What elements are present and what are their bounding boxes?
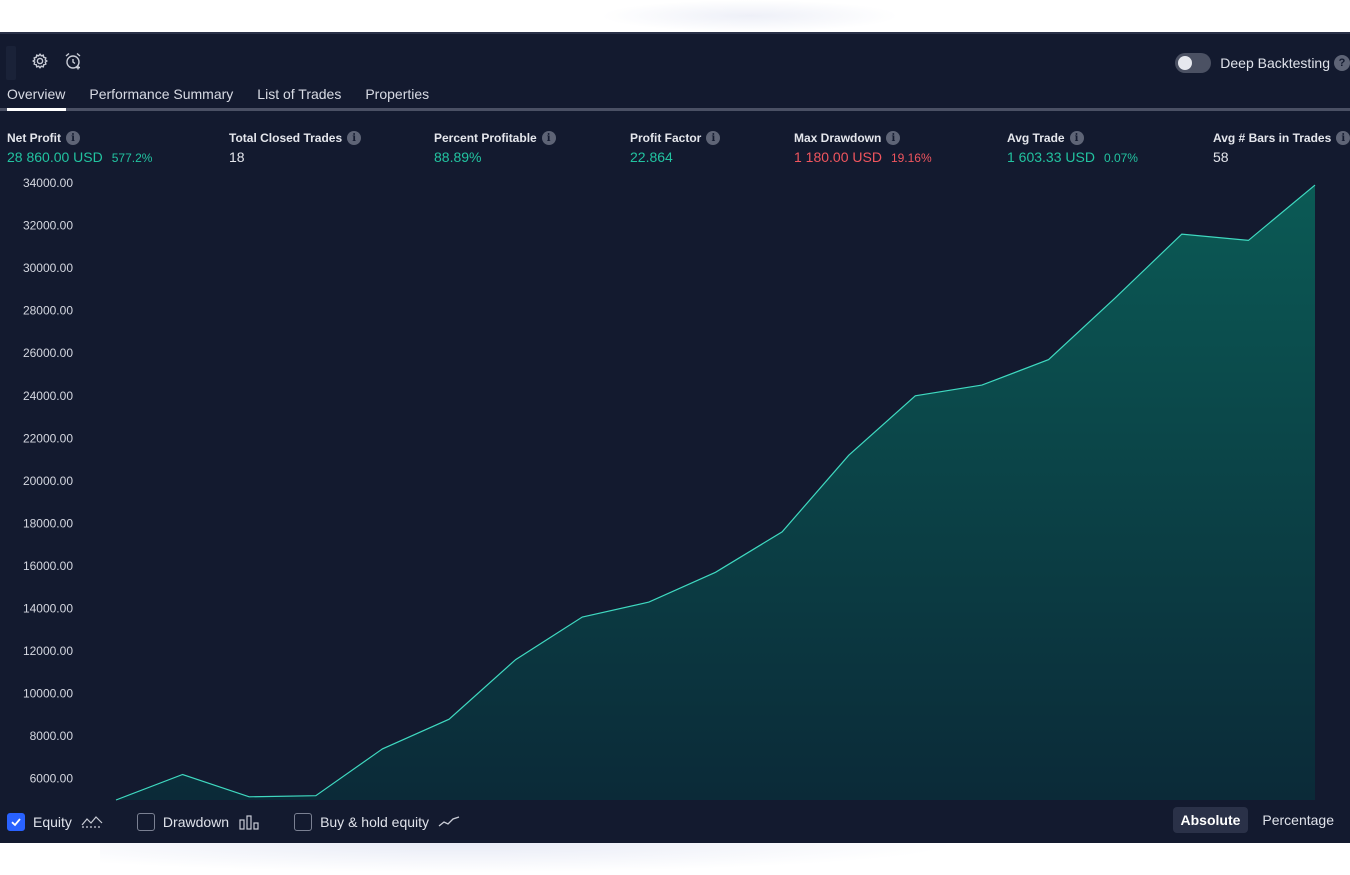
absolute-button[interactable]: Absolute xyxy=(1172,807,1249,833)
drawdown-checkbox[interactable] xyxy=(136,813,155,831)
legend-buy-hold[interactable]: Buy & hold equity xyxy=(294,813,460,831)
bar-chart-icon xyxy=(238,814,260,830)
top-backdrop xyxy=(600,0,900,32)
info-icon[interactable]: i xyxy=(1336,131,1350,145)
y-tick-label: 34000.00 xyxy=(23,176,73,190)
metric-subvalue: 19.16% xyxy=(890,151,932,165)
y-tick-label: 28000.00 xyxy=(23,304,73,318)
metric-subvalue: 0.07% xyxy=(1103,151,1138,165)
metric-label: Avg Trade xyxy=(1007,131,1065,145)
tab-list-of-trades[interactable]: List of Trades xyxy=(257,86,342,102)
percentage-button[interactable]: Percentage xyxy=(1262,812,1334,828)
tab-performance-summary[interactable]: Performance Summary xyxy=(89,86,234,102)
y-tick-label: 12000.00 xyxy=(23,644,73,658)
y-tick-label: 8000.00 xyxy=(30,729,74,743)
add-alarm-icon[interactable] xyxy=(63,51,83,71)
strategy-tester-panel: Deep Backtesting ? Overview Performance … xyxy=(0,32,1350,843)
equity-checkbox[interactable] xyxy=(7,813,25,831)
metric-value: 22.864 xyxy=(630,149,673,165)
y-tick-label: 14000.00 xyxy=(23,602,73,616)
metric-label: Avg # Bars in Trades xyxy=(1213,131,1332,145)
metric-value: 18 xyxy=(229,149,245,165)
legend-label: Buy & hold equity xyxy=(320,814,430,830)
tab-divider xyxy=(0,108,1350,111)
plot-area xyxy=(115,184,1316,801)
metric-net-profit: Net Profit i 28 860.00 USD 577.2% xyxy=(7,130,152,165)
metric-profit-factor: Profit Factor i 22.864 xyxy=(630,130,721,165)
chart-legend: Equity Drawdown Buy & hold equity xyxy=(7,812,494,832)
metric-max-drawdown: Max Drawdown i 1 180.00 USD 19.16% xyxy=(794,130,932,165)
metric-label: Max Drawdown xyxy=(794,131,882,145)
y-tick-label: 30000.00 xyxy=(23,261,73,275)
metric-label: Percent Profitable xyxy=(434,131,537,145)
drag-handle[interactable] xyxy=(6,46,16,80)
equity-chart[interactable]: 6000.00 8000.00 10000.00 12000.00 14000.00 16… xyxy=(0,174,1350,804)
metric-value: 1 180.00 USD xyxy=(794,149,882,165)
metric-value: 1 603.33 USD xyxy=(1007,149,1095,165)
metric-value: 28 860.00 USD xyxy=(7,149,103,165)
metric-subvalue: 577.2% xyxy=(111,151,153,165)
toggle-knob xyxy=(1178,56,1193,70)
settings-gear-icon[interactable] xyxy=(30,51,50,71)
buy-hold-checkbox[interactable] xyxy=(294,813,313,831)
y-tick-label: 26000.00 xyxy=(23,346,73,360)
metric-avg-bars-in-trades: Avg # Bars in Trades i 58 xyxy=(1213,130,1350,165)
metric-label: Profit Factor xyxy=(630,131,702,145)
y-tick-label: 18000.00 xyxy=(23,516,73,530)
y-tick-label: 6000.00 xyxy=(30,772,74,786)
legend-equity[interactable]: Equity xyxy=(7,813,103,831)
y-tick-label: 32000.00 xyxy=(23,219,73,233)
y-axis: 6000.00 8000.00 10000.00 12000.00 14000.00 16… xyxy=(23,176,73,786)
scale-mode-switch: Absolute Percentage xyxy=(1167,807,1343,833)
metric-label: Net Profit xyxy=(7,131,61,145)
deep-backtesting-label: Deep Backtesting xyxy=(1220,55,1330,71)
deep-backtesting-control: Deep Backtesting ? xyxy=(1175,52,1350,74)
legend-label: Equity xyxy=(33,814,72,830)
info-icon[interactable]: i xyxy=(541,131,556,145)
info-icon[interactable]: i xyxy=(886,131,901,145)
help-icon[interactable]: ? xyxy=(1334,55,1350,71)
metric-label: Total Closed Trades xyxy=(229,131,343,145)
metric-value: 58 xyxy=(1213,149,1229,165)
info-icon[interactable]: i xyxy=(1069,131,1084,145)
y-tick-label: 24000.00 xyxy=(23,389,73,403)
info-icon[interactable]: i xyxy=(347,131,362,145)
equity-line xyxy=(115,184,1316,801)
tab-bar: Overview Performance Summary List of Tra… xyxy=(7,86,453,106)
metric-avg-trade: Avg Trade i 1 603.33 USD 0.07% xyxy=(1007,130,1138,165)
deep-backtesting-toggle[interactable] xyxy=(1175,53,1212,73)
legend-label: Drawdown xyxy=(162,814,230,830)
info-icon[interactable]: i xyxy=(66,131,80,145)
equity-line-icon xyxy=(81,814,103,830)
y-tick-label: 10000.00 xyxy=(23,687,73,701)
equity-area xyxy=(116,185,1315,801)
info-icon[interactable]: i xyxy=(706,131,721,145)
metric-percent-profitable: Percent Profitable i 88.89% xyxy=(434,130,556,165)
legend-drawdown[interactable]: Drawdown xyxy=(136,813,260,831)
check-icon xyxy=(11,818,21,827)
tab-overview[interactable]: Overview xyxy=(7,86,66,102)
metric-value: 88.89% xyxy=(434,149,482,165)
metric-total-closed-trades: Total Closed Trades i 18 xyxy=(229,130,362,165)
tab-properties[interactable]: Properties xyxy=(365,86,430,102)
active-tab-indicator xyxy=(7,108,66,111)
bottom-backdrop xyxy=(100,843,1000,875)
y-tick-label: 20000.00 xyxy=(23,474,73,488)
y-tick-label: 16000.00 xyxy=(23,559,73,573)
y-tick-label: 22000.00 xyxy=(23,431,73,445)
trend-line-icon xyxy=(438,814,460,830)
